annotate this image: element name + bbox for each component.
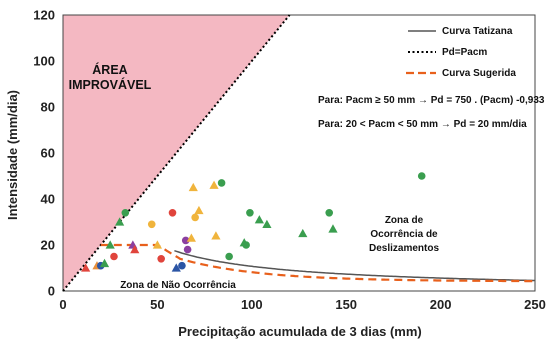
area-label-line2: IMPROVÁVEL <box>69 77 152 92</box>
data-point <box>254 215 264 224</box>
legend: Curva Tatizana Pd=Pacm Curva Sugerida <box>406 26 516 79</box>
data-point <box>110 252 118 261</box>
x-tick-label: 0 <box>59 297 66 312</box>
x-tick-label: 150 <box>335 297 357 312</box>
legend-label-curva-tatizana: Curva Tatizana <box>442 26 513 37</box>
series-line-curva-sugerida <box>100 243 535 283</box>
y-tick-label: 100 <box>33 54 55 69</box>
zone-high-line3: Deslizamentos <box>369 243 439 254</box>
series-line-pd-pacm <box>62 14 291 292</box>
data-point <box>328 224 338 233</box>
y-tick-label: 20 <box>41 238 55 253</box>
data-point <box>171 263 181 272</box>
data-point <box>211 231 221 240</box>
area-label-line1: ÁREA <box>92 62 127 77</box>
data-point <box>191 213 199 222</box>
improbable-area <box>63 15 290 291</box>
data-point <box>181 236 190 245</box>
plot-frame <box>62 14 536 292</box>
data-point <box>168 209 177 217</box>
data-point <box>157 254 165 263</box>
data-point <box>183 245 192 254</box>
zone-high-line1: Zona de <box>385 215 424 226</box>
y-axis-title: Intensidade (mm/dia) <box>5 90 20 220</box>
data-point <box>81 263 91 272</box>
data-point <box>130 245 140 254</box>
data-point <box>186 233 196 242</box>
data-point <box>188 182 198 192</box>
data-point <box>147 220 156 229</box>
data-point <box>242 241 250 249</box>
x-tick-label: 100 <box>241 297 263 312</box>
data-point <box>152 240 162 249</box>
data-point <box>417 172 426 180</box>
data-point <box>325 209 334 217</box>
equation-1: Para: Pacm ≥ 50 mm → Pd = 750 . (Pacm) -… <box>318 95 545 106</box>
data-point <box>115 217 125 226</box>
series-line-curva-tatizana <box>174 249 535 282</box>
data-point <box>99 258 110 268</box>
y-tick-label: 80 <box>41 100 55 115</box>
equation-2: Para: 20 < Pacm < 50 mm → Pd = 20 mm/dia <box>318 119 527 130</box>
legend-label-curva-sugerida: Curva Sugerida <box>442 68 516 79</box>
y-axis-ticks: 0 20 40 60 80 100 120 <box>33 8 55 299</box>
data-point <box>217 179 226 187</box>
x-axis-title: Precipitação acumulada de 3 dias (mm) <box>178 324 421 339</box>
x-tick-label: 200 <box>430 297 452 312</box>
data-point <box>194 205 204 215</box>
y-tick-label: 120 <box>33 8 55 23</box>
y-tick-label: 60 <box>41 146 55 161</box>
data-point <box>178 261 186 270</box>
data-points <box>81 172 426 272</box>
data-point <box>298 228 308 238</box>
legend-label-pd-pacm: Pd=Pacm <box>442 47 487 58</box>
zone-high-line2: Ocorrência de <box>370 229 438 240</box>
zone-low-label: Zona de Não Ocorrência <box>120 280 236 291</box>
data-point <box>246 209 254 217</box>
data-point <box>225 252 233 261</box>
data-point <box>262 219 272 228</box>
x-tick-label: 50 <box>150 297 164 312</box>
y-tick-label: 0 <box>48 284 55 299</box>
x-tick-label: 250 <box>524 297 546 312</box>
x-axis-ticks: 0 50 100 150 200 250 <box>59 297 545 312</box>
data-point <box>209 180 219 189</box>
data-point <box>121 209 130 217</box>
y-tick-label: 40 <box>41 192 55 207</box>
data-point <box>105 240 115 249</box>
